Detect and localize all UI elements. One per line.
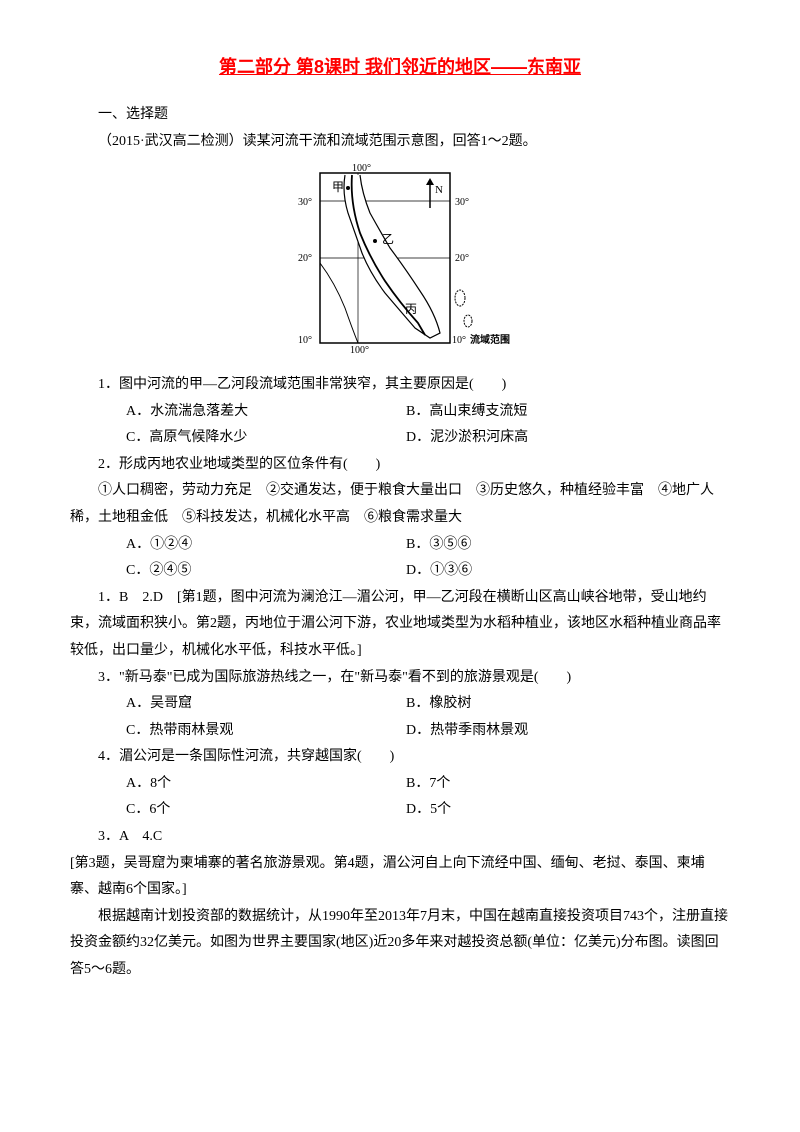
- page-title: 第二部分 第8课时 我们邻近的地区——东南亚: [70, 50, 730, 84]
- q4-opt-d: D．5个: [406, 797, 730, 824]
- intro-text: （2015·武汉高二检测）读某河流干流和流域范围示意图，回答1～2题。: [70, 129, 730, 156]
- answer-3-4-b: [第3题，吴哥窟为柬埔寨的著名旅游景观。第4题，湄公河自上向下流经中国、缅甸、老…: [70, 851, 730, 904]
- q4-row2: C．6个 D．5个: [126, 797, 730, 824]
- q2-conditions: ①人口稠密，劳动力充足 ②交通发达，便于粮食大量出口 ③历史悠久，种植经验丰富 …: [70, 478, 730, 531]
- q1-opt-a: A．水流湍急落差大: [126, 399, 406, 426]
- q1-row2: C．高原气候降水少 D．泥沙淤积河床高: [126, 425, 730, 452]
- lat30-right: 30°: [455, 197, 469, 208]
- q2-opt-a: A．①②④: [126, 532, 406, 559]
- lon-bottom: 100°: [350, 345, 369, 353]
- lat10-left: 10°: [298, 335, 312, 346]
- north-label: N: [435, 184, 443, 196]
- q3-opt-b: B．橡胶树: [406, 691, 730, 718]
- q1-opt-c: C．高原气候降水少: [126, 425, 406, 452]
- section-heading: 一、选择题: [70, 102, 730, 129]
- map-figure: N 甲 乙 丙 100° 30° 30° 20° 20° 10° 100° 10…: [70, 163, 730, 364]
- river-map-svg: N 甲 乙 丙 100° 30° 30° 20° 20° 10° 100° 10…: [290, 163, 510, 353]
- lat20-left: 20°: [298, 253, 312, 264]
- question-2: 2．形成丙地农业地域类型的区位条件有( ): [70, 452, 730, 479]
- q4-opt-b: B．7个: [406, 771, 730, 798]
- q3-row2: C．热带雨林景观 D．热带季雨林景观: [126, 718, 730, 745]
- q3-opt-c: C．热带雨林景观: [126, 718, 406, 745]
- q2-opt-c: C．②④⑤: [126, 558, 406, 585]
- lat30-left: 30°: [298, 197, 312, 208]
- label-jia: 甲: [332, 180, 344, 194]
- q2-opt-b: B．③⑤⑥: [406, 532, 730, 559]
- q3-opt-a: A．吴哥窟: [126, 691, 406, 718]
- q1-row1: A．水流湍急落差大 B．高山束缚支流短: [126, 399, 730, 426]
- q1-opt-b: B．高山束缚支流短: [406, 399, 730, 426]
- q2-row2: C．②④⑤ D．①③⑥: [126, 558, 730, 585]
- answer-3-4-a: 3．A 4.C: [70, 824, 730, 851]
- q3-opt-d: D．热带季雨林景观: [406, 718, 730, 745]
- question-3: 3．"新马泰"已成为国际旅游热线之一，在"新马泰"看不到的旅游景观是( ): [70, 665, 730, 692]
- intro-5-6: 根据越南计划投资部的数据统计，从1990年至2013年7月末，中国在越南直接投资…: [70, 904, 730, 984]
- q4-row1: A．8个 B．7个: [126, 771, 730, 798]
- answer-1-2: 1．B 2.D [第1题，图中河流为澜沧江—湄公河，甲—乙河段在横断山区高山峡谷…: [70, 585, 730, 665]
- question-1: 1．图中河流的甲—乙河段流域范围非常狭窄，其主要原因是( ): [70, 372, 730, 399]
- label-bing: 丙: [405, 302, 417, 316]
- legend-text: 流域范围: [470, 333, 510, 346]
- q4-opt-a: A．8个: [126, 771, 406, 798]
- q3-row1: A．吴哥窟 B．橡胶树: [126, 691, 730, 718]
- q4-opt-c: C．6个: [126, 797, 406, 824]
- lon-top: 100°: [352, 163, 371, 174]
- q2-opt-d: D．①③⑥: [406, 558, 730, 585]
- lat10-right: 10°: [452, 335, 466, 346]
- q2-row1: A．①②④ B．③⑤⑥: [126, 532, 730, 559]
- question-4: 4．湄公河是一条国际性河流，共穿越国家( ): [70, 744, 730, 771]
- label-yi: 乙: [382, 232, 394, 246]
- lat20-right: 20°: [455, 253, 469, 264]
- q1-opt-d: D．泥沙淤积河床高: [406, 425, 730, 452]
